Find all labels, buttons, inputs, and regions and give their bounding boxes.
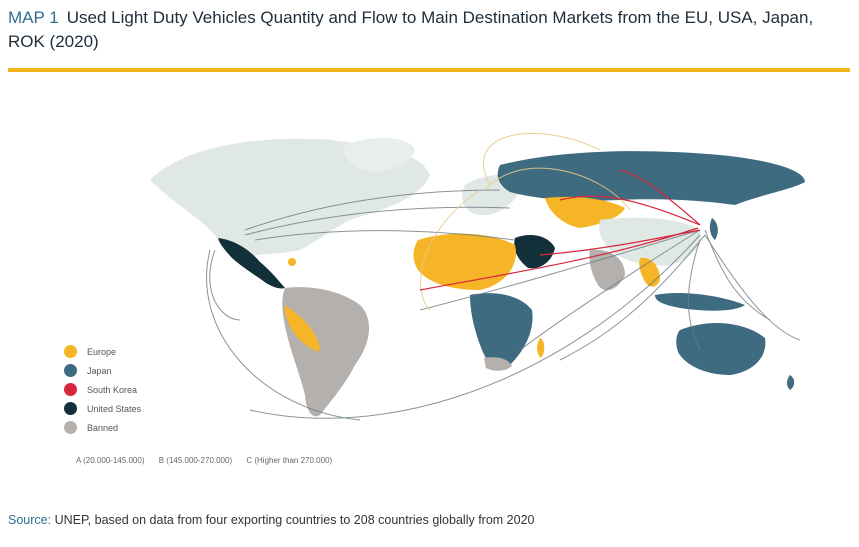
region-mexico-central-america [218, 238, 285, 289]
source-text: UNEP, based on data from four exporting … [51, 513, 535, 527]
legend-item-south-korea: South Korea [64, 380, 141, 399]
title-text-line1: Used Light Duty Vehicles Quantity and Fl… [66, 8, 814, 27]
flow-arc [206, 249, 361, 421]
legend-item-united-states: United States [64, 399, 141, 418]
region-southern-africa [470, 293, 533, 368]
region-russia [497, 151, 805, 205]
legend-label-south-korea: South Korea [87, 384, 138, 395]
flow-arc [244, 206, 511, 236]
legend-swatch-europe [64, 345, 77, 358]
flow-arc [254, 230, 516, 241]
source-label: Source: [8, 513, 52, 527]
flow-arc [419, 227, 699, 291]
flow-arc [249, 234, 701, 419]
source-note: Source: UNEP, based on data from four ex… [8, 513, 534, 527]
flow-arc [559, 234, 706, 361]
region-north-america [150, 138, 430, 260]
map-legend: Europe Japan South Korea United States B… [64, 342, 141, 437]
flow-arcs [206, 189, 801, 421]
legend-item-banned: Banned [64, 418, 141, 437]
flow-arc [209, 249, 241, 321]
scale-b: B (145.000-270.000) [158, 456, 233, 465]
region-indonesia [655, 293, 745, 311]
legend-item-europe: Europe [64, 342, 141, 361]
flow-arc [688, 239, 701, 351]
title-text-line2: ROK (2020) [8, 32, 99, 51]
flow-arc [420, 189, 481, 311]
legend-label-banned: Banned [87, 422, 119, 433]
legend-item-japan: Japan [64, 361, 141, 380]
flow-arc [484, 167, 631, 211]
legend-label-united-states: United States [87, 403, 142, 414]
region-australia [676, 323, 766, 375]
region-japan [709, 218, 718, 240]
scale-a: A (20.000-145.000) [76, 456, 145, 465]
region-caribbean [288, 258, 296, 266]
legend-swatch-south-korea [64, 383, 77, 396]
flow-arc [619, 169, 701, 226]
region-peru-bolivia [284, 305, 320, 352]
region-south-africa [484, 357, 512, 371]
world-map [0, 90, 859, 480]
scale-c: C (Higher than 270.000) [246, 456, 333, 465]
legend-swatch-banned [64, 421, 77, 434]
region-greenland [343, 138, 415, 172]
legend-swatch-united-states [64, 402, 77, 415]
region-madagascar [537, 338, 545, 358]
flow-arc [244, 189, 501, 231]
flow-arcs-korea [419, 169, 701, 291]
region-south-america [282, 287, 370, 417]
flow-scale: A (20.000-145.000) B (145.000-270.000) C… [76, 456, 344, 465]
title-divider [8, 68, 850, 72]
flow-arcs-europe [420, 133, 631, 311]
map-title: MAP 1 Used Light Duty Vehicles Quantity a… [8, 6, 853, 54]
region-new-zealand [787, 375, 795, 390]
legend-swatch-japan [64, 364, 77, 377]
flow-arc [483, 133, 601, 186]
legend-label-europe: Europe [87, 346, 117, 357]
flow-arc [559, 195, 701, 226]
world-map-svg [150, 133, 805, 421]
region-middle-east [514, 235, 555, 269]
flow-arc [519, 229, 701, 351]
legend-label-japan: Japan [87, 365, 112, 376]
map-number: MAP 1 [8, 8, 59, 27]
flow-arc [704, 234, 801, 341]
region-north-africa [413, 233, 516, 290]
flow-arc [704, 229, 771, 321]
flow-arc [419, 229, 701, 311]
